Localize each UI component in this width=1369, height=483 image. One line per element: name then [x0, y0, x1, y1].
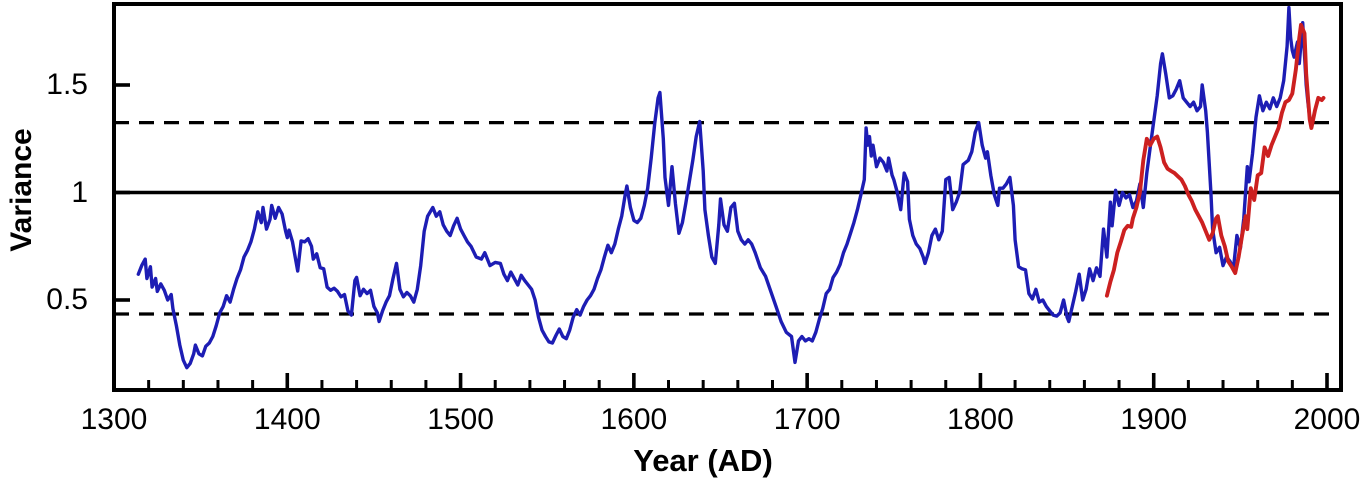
- y-tick-label-1: 1: [71, 175, 88, 209]
- x-tick-label-1400: 1400: [253, 403, 321, 436]
- red-series-line: [1104, 22, 1326, 298]
- x-tick-label-1800: 1800: [947, 403, 1014, 436]
- blue-series-line: [136, 5, 1314, 370]
- x-tick-label-1600: 1600: [600, 403, 668, 436]
- y-tick-label-1.5: 1.5: [46, 68, 88, 101]
- x-tick-label-1700: 1700: [773, 403, 841, 436]
- x-tick-label-1900: 1900: [1120, 403, 1188, 436]
- y-tick-label-0.5: 0.5: [46, 283, 88, 316]
- plot-border: [112, 2, 1343, 392]
- x-tick-label-1300: 1300: [80, 403, 148, 436]
- x-axis-title: Year (AD): [633, 443, 773, 478]
- x-tick-label-2000: 2000: [1293, 403, 1361, 436]
- x-tick-label-1500: 1500: [427, 403, 494, 436]
